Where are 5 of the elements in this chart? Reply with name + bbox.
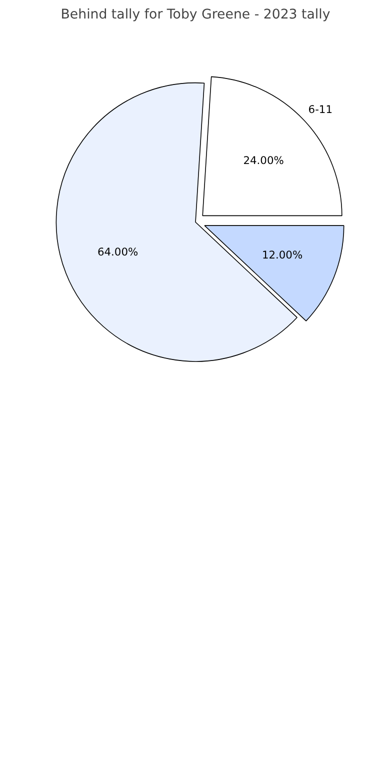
data-label: 24.00% [243, 154, 284, 168]
data-label: 64.00% [97, 245, 138, 258]
slice-label: 6-11 [308, 103, 332, 116]
chart-title: Behind tally for Toby Greene - 2023 tally [60, 8, 330, 22]
data-label: 12.00% [262, 248, 303, 262]
